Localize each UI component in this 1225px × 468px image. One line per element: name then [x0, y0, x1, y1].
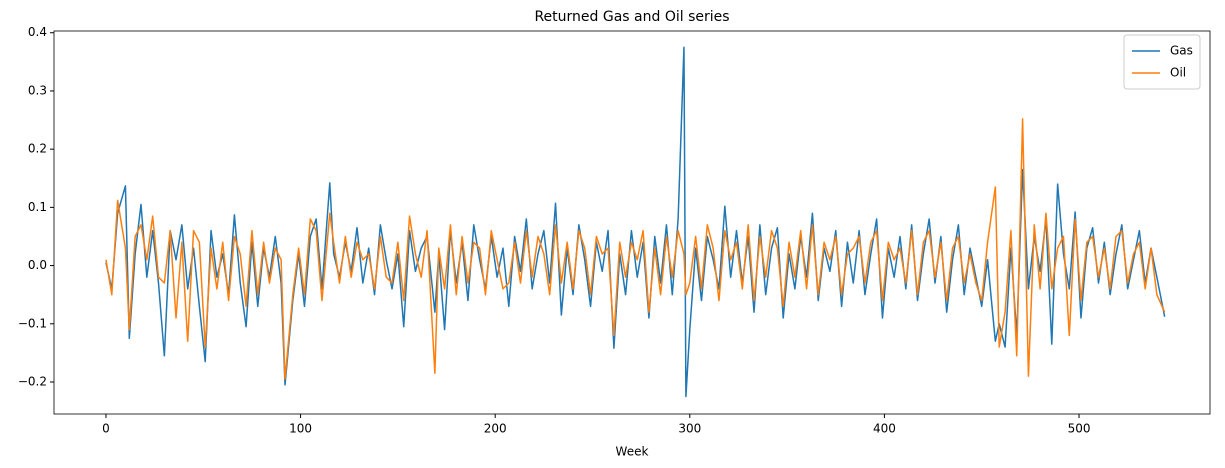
x-tick-label: 300	[678, 422, 701, 436]
y-tick-label: 0.0	[28, 258, 47, 272]
legend-box	[1123, 34, 1201, 90]
y-tick-label: 0.2	[28, 142, 47, 156]
x-tick-label: 200	[484, 422, 507, 436]
x-axis-label: Week	[616, 445, 649, 459]
y-tick-label: −0.2	[18, 374, 47, 388]
x-tick-label: 500	[1068, 422, 1091, 436]
y-tick-label: −0.1	[18, 316, 47, 330]
legend: Gas Oil	[1123, 34, 1201, 90]
y-tick-label: 0.4	[28, 25, 47, 39]
y-tick-label: 0.1	[28, 200, 47, 214]
y-tick-label: 0.3	[28, 83, 47, 97]
series-line	[105, 46, 1166, 398]
legend-label: Gas	[1170, 44, 1193, 58]
x-tick-label: 0	[102, 422, 110, 436]
legend-label: Oil	[1170, 66, 1186, 80]
x-tick-label: 100	[289, 422, 312, 436]
chart-title: Returned Gas and Oil series	[534, 9, 729, 25]
plot-frame	[53, 30, 1211, 415]
series-line	[105, 118, 1166, 380]
x-tick-label: 400	[873, 422, 896, 436]
